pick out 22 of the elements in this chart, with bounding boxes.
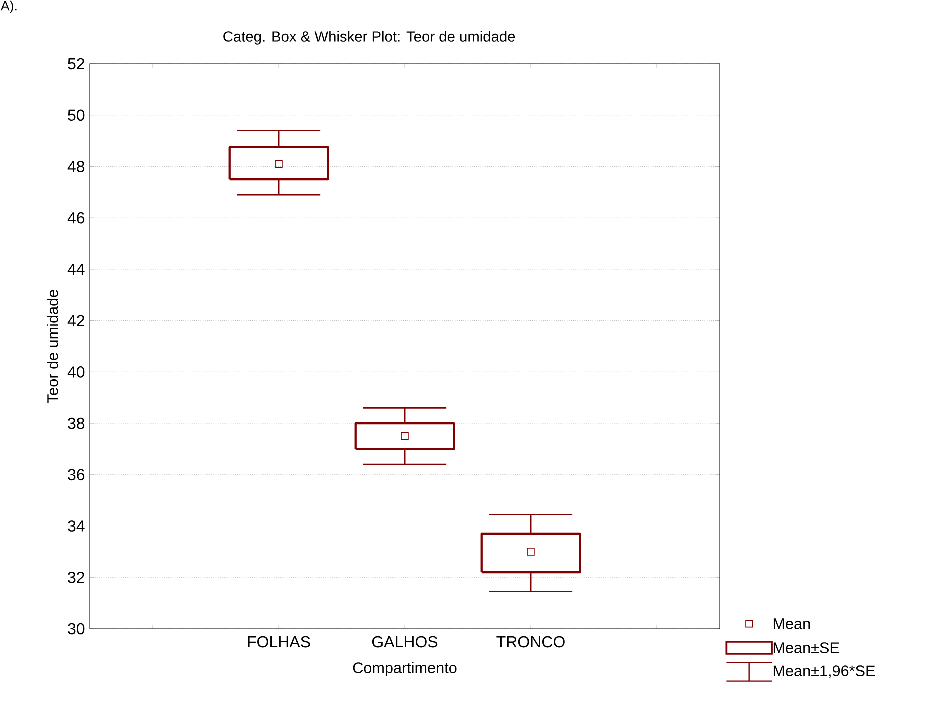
y-tick-label: 40 <box>68 366 85 378</box>
y-tick-label: 42 <box>68 315 84 326</box>
y-tick-label: 34 <box>68 520 85 532</box>
y-axis-title: Teor de umidade <box>47 290 58 404</box>
y-tick-label: 44 <box>68 264 85 275</box>
y-tick-label: 36 <box>68 469 85 481</box>
text: A). <box>0 0 17 14</box>
y-tick-label: 38 <box>68 418 85 430</box>
y-tick-label: 50 <box>68 110 85 122</box>
y-tick-label: 52 <box>68 58 84 70</box>
y-tick-label: 46 <box>68 212 85 224</box>
y-tick-label: 48 <box>68 161 85 172</box>
x-tick-label: TRONCO <box>496 636 565 648</box>
y-tick-label: 30 <box>68 623 85 635</box>
text: Mean±1,96*SE <box>774 666 876 678</box>
text: Mean <box>774 618 810 630</box>
x-axis-title: Compartimento <box>353 662 457 676</box>
text: Mean±SE <box>774 642 840 654</box>
x-tick-label: FOLHAS <box>248 636 310 648</box>
chart-title: Categ. Box & Whisker Plot: Teor de umidade <box>224 31 516 45</box>
y-tick-label: 32 <box>68 572 84 584</box>
x-tick-label: GALHOS <box>372 636 438 648</box>
